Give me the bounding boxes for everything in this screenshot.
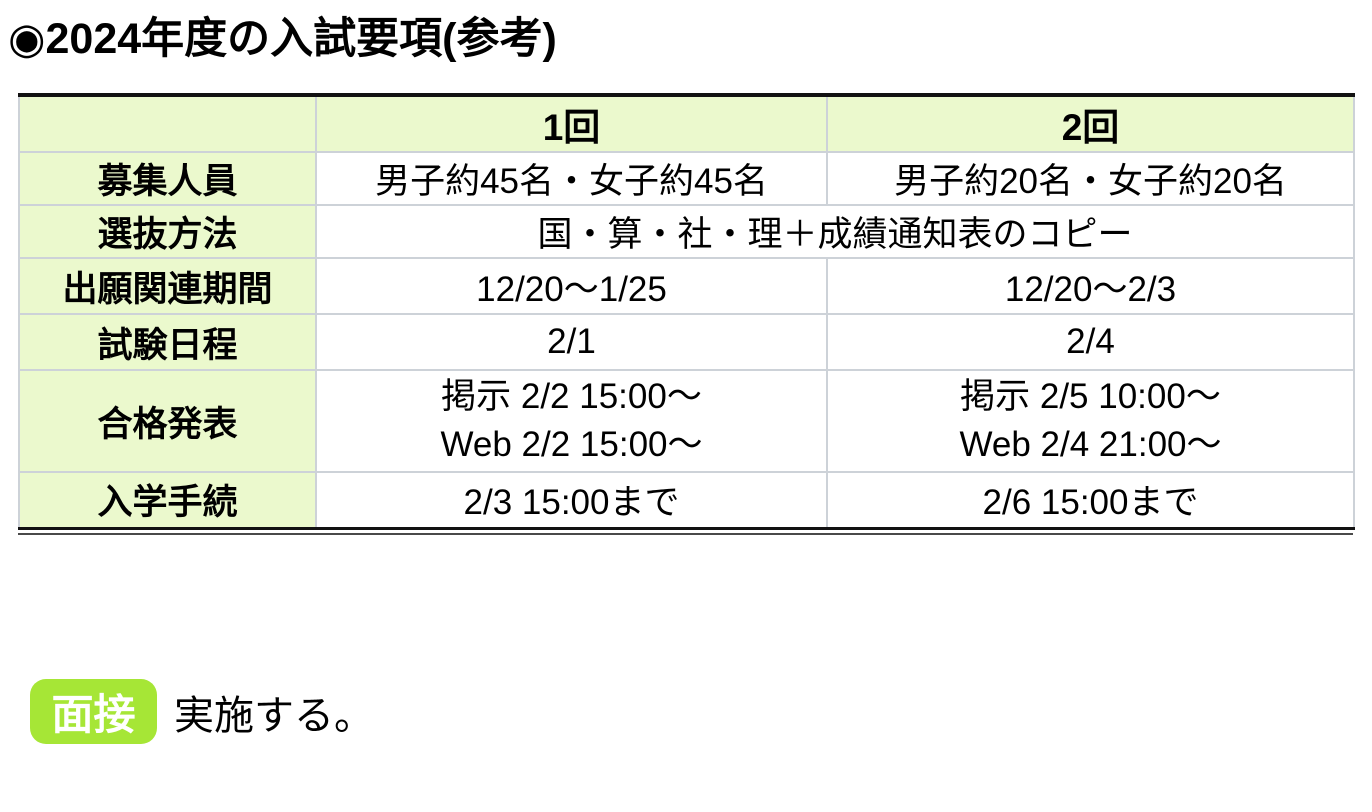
table-header-round-1: 1回 (315, 94, 828, 153)
row-label-enrollment-procedure: 入学手続 (18, 471, 317, 529)
row-label-results-announcement: 合格発表 (18, 369, 317, 473)
table-bottom-rule (18, 532, 1353, 535)
results-round1-posted: 掲示 2/2 15:00〜 (441, 377, 702, 416)
cell-enrollment-round2: 2/6 15:00まで (826, 471, 1355, 529)
cell-applicants-round2: 男子約20名・女子約20名 (826, 151, 1355, 206)
row-label-applicants: 募集人員 (18, 151, 317, 206)
table-header-blank-cell (18, 94, 317, 153)
table-row: 選抜方法 国・算・社・理＋成績通知表のコピー (18, 204, 1355, 259)
results-round2-posted: 掲示 2/5 10:00〜 (960, 377, 1221, 416)
results-round2-web: Web 2/4 21:00〜 (959, 425, 1222, 464)
table-header-row: 1回 2回 (18, 94, 1355, 153)
cell-application-period-round1: 12/20〜1/25 (315, 257, 828, 315)
interview-section: 面接 実施する。 (30, 679, 374, 744)
cell-exam-date-round1: 2/1 (315, 313, 828, 371)
cell-selection-method-merged: 国・算・社・理＋成績通知表のコピー (315, 204, 1355, 259)
table-row: 試験日程 2/1 2/4 (18, 313, 1355, 371)
cell-application-period-round2: 12/20〜2/3 (826, 257, 1355, 315)
cell-results-round1: 掲示 2/2 15:00〜 Web 2/2 15:00〜 (315, 369, 828, 473)
table-row: 合格発表 掲示 2/2 15:00〜 Web 2/2 15:00〜 掲示 2/5… (18, 369, 1355, 473)
cell-applicants-round1: 男子約45名・女子約45名 (315, 151, 828, 206)
table-row: 入学手続 2/3 15:00まで 2/6 15:00まで (18, 471, 1355, 529)
row-label-exam-date: 試験日程 (18, 313, 317, 371)
table-row: 出願関連期間 12/20〜1/25 12/20〜2/3 (18, 257, 1355, 315)
cell-exam-date-round2: 2/4 (826, 313, 1355, 371)
results-round1-web: Web 2/2 15:00〜 (440, 425, 703, 464)
row-label-application-period: 出願関連期間 (18, 257, 317, 315)
exam-table-container: 1回 2回 募集人員 男子約45名・女子約45名 男子約20名・女子約20名 選… (18, 93, 1355, 535)
table-row: 募集人員 男子約45名・女子約45名 男子約20名・女子約20名 (18, 151, 1355, 206)
interview-text: 実施する。 (174, 693, 374, 738)
admission-info-table: 1回 2回 募集人員 男子約45名・女子約45名 男子約20名・女子約20名 選… (18, 93, 1355, 530)
table-header-round-2: 2回 (826, 94, 1355, 153)
row-label-selection-method: 選抜方法 (18, 204, 317, 259)
interview-badge: 面接 (30, 679, 157, 744)
cell-results-round2: 掲示 2/5 10:00〜 Web 2/4 21:00〜 (826, 369, 1355, 473)
page-title: ◉2024年度の入試要項(参考) (8, 15, 557, 63)
cell-enrollment-round1: 2/3 15:00まで (315, 471, 828, 529)
